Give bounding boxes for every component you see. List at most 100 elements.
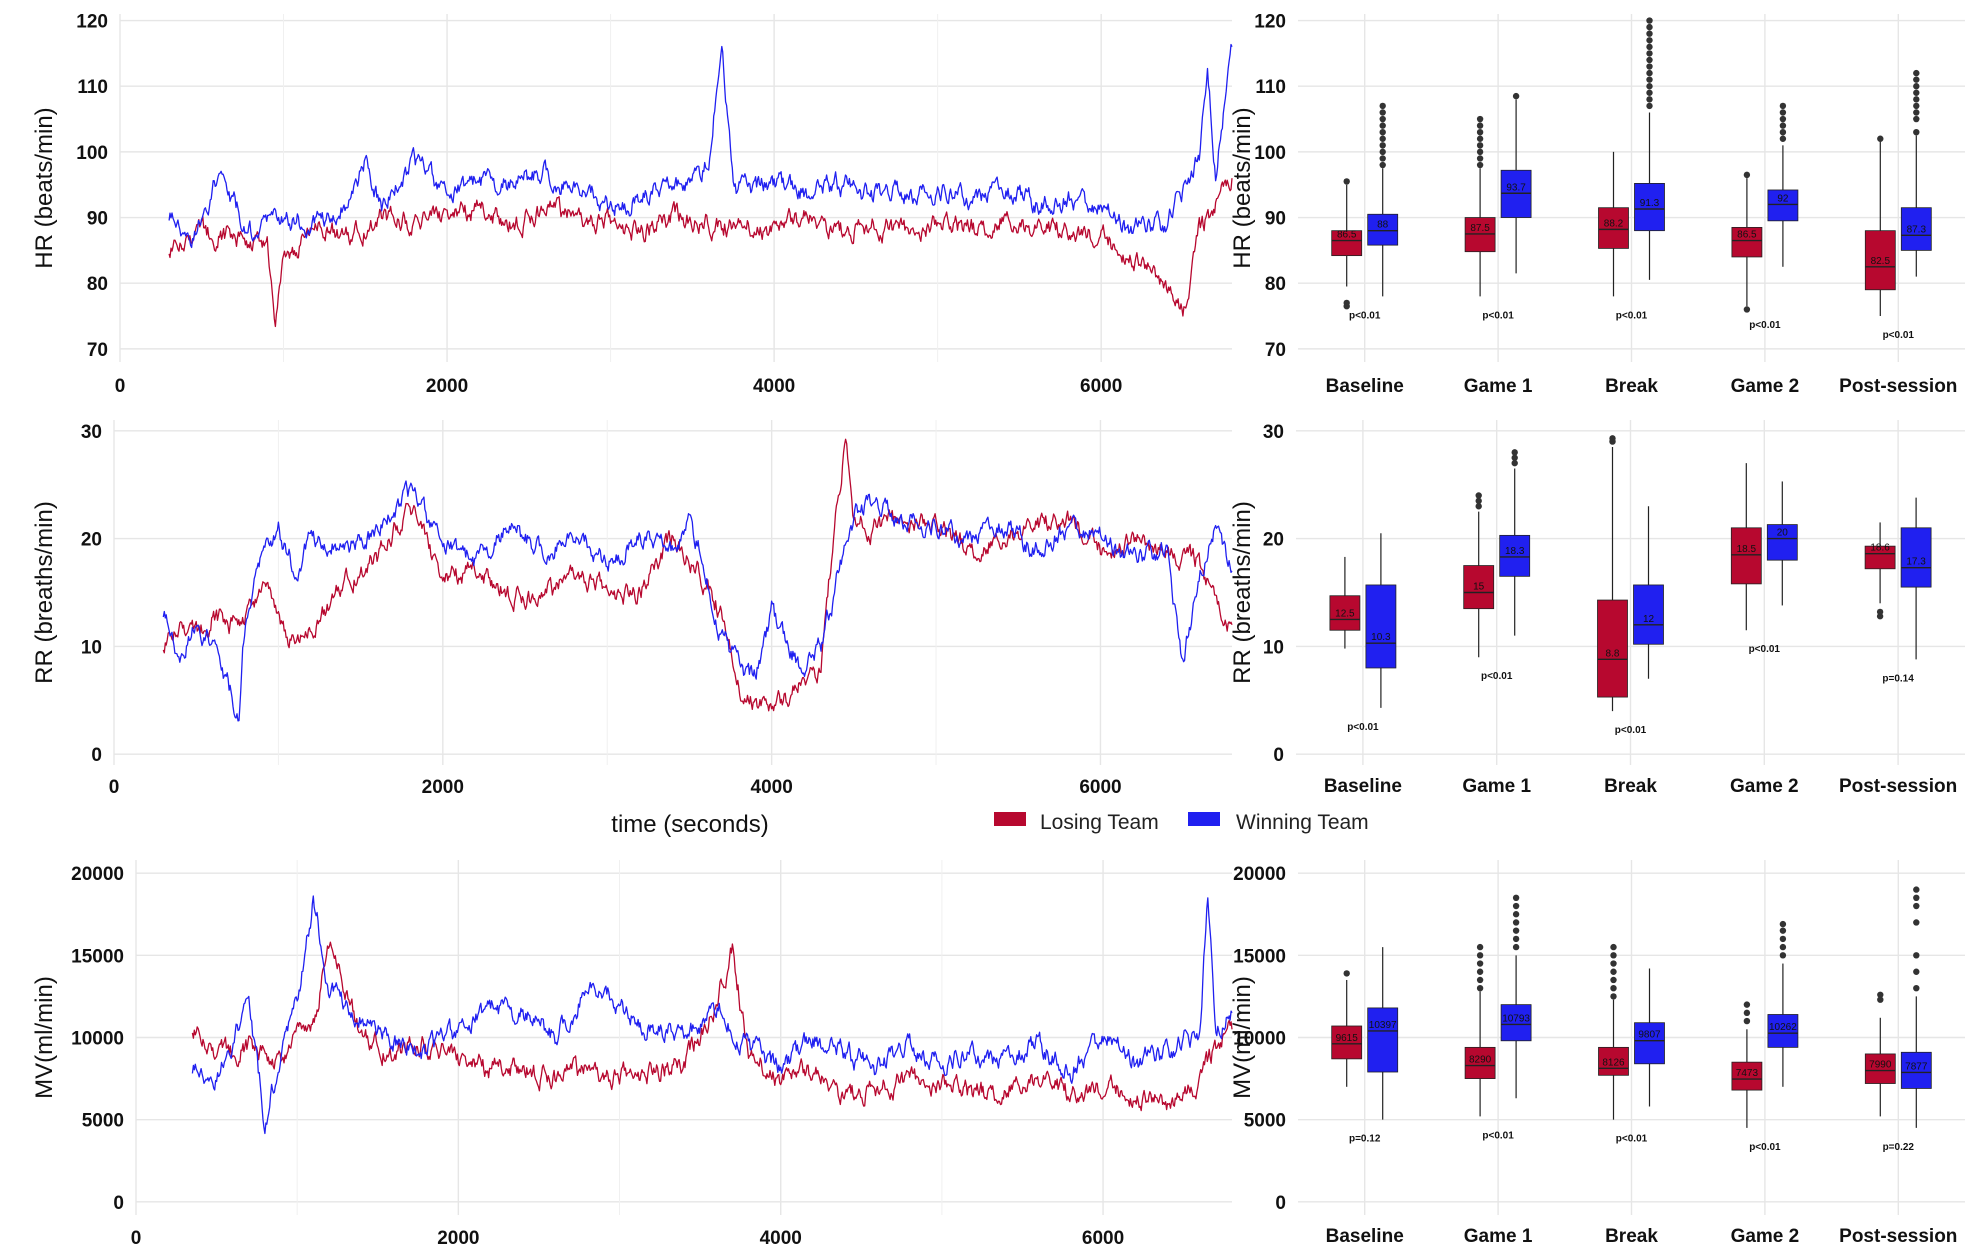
outlier-point	[1779, 122, 1787, 129]
outlier-point	[1476, 968, 1484, 975]
y-axis-label: HR (beats/min)	[31, 107, 58, 268]
outlier-point	[1876, 608, 1884, 616]
y-tick-label: 10000	[71, 1029, 124, 1050]
box-winning	[1767, 1014, 1799, 1048]
box-losing	[1864, 1053, 1896, 1084]
outlier-point	[1779, 935, 1787, 943]
outlier-point	[1913, 886, 1920, 893]
box-winning	[1499, 534, 1531, 577]
outlier-point	[1743, 1017, 1751, 1025]
outlier-point	[1646, 96, 1653, 103]
median-label: 82.5	[1871, 256, 1891, 267]
outlier-point	[1610, 976, 1617, 984]
y-tick-label: 70	[87, 340, 108, 361]
y-tick-label: 0	[1273, 745, 1284, 766]
series-line-winning	[191, 895, 1233, 1135]
median-label: 88	[1377, 220, 1389, 231]
y-tick-label: 100	[76, 143, 108, 164]
outlier-point	[1476, 984, 1484, 992]
outlier-point	[1379, 109, 1386, 116]
median-label: 20	[1777, 528, 1789, 539]
category-label: Game 1	[1462, 776, 1531, 797]
y-tick-label: 10	[1263, 637, 1284, 658]
outlier-point	[1779, 927, 1787, 934]
outlier-point	[1476, 115, 1484, 123]
outlier-point	[1779, 128, 1787, 136]
median-label: 17.3	[1906, 557, 1926, 568]
outlier-point	[1913, 69, 1920, 77]
outlier-point	[1512, 911, 1520, 918]
category-label: Break	[1605, 376, 1658, 397]
y-tick-label: 120	[76, 12, 108, 33]
median-label: 15	[1473, 582, 1485, 593]
outlier-point	[1476, 122, 1484, 129]
outlier-point	[1475, 503, 1482, 510]
outlier-point	[1379, 135, 1386, 142]
outlier-point	[1379, 148, 1386, 156]
p-value-label: p<0.01	[1349, 310, 1381, 321]
box-winning	[1367, 1007, 1399, 1073]
y-tick-label: 10	[81, 637, 102, 658]
outlier-point	[1779, 102, 1787, 110]
category-label: Post-session	[1839, 776, 1957, 797]
outlier-point	[1379, 161, 1386, 169]
box-winning	[1900, 1051, 1932, 1089]
y-tick-label: 20	[1263, 530, 1284, 551]
outlier-point	[1646, 37, 1653, 44]
box-losing	[1329, 595, 1361, 631]
outlier-point	[1379, 155, 1386, 162]
outlier-point	[1512, 92, 1520, 100]
outlier-point	[1343, 970, 1350, 977]
y-tick-label: 90	[87, 209, 108, 230]
p-value-label: p<0.01	[1749, 644, 1781, 655]
y-axis-label: MV(ml/min)	[1229, 976, 1256, 1099]
outlier-point	[1610, 943, 1617, 951]
box-winning	[1767, 189, 1799, 222]
outlier-point	[1476, 960, 1484, 967]
category-label: Break	[1605, 1226, 1658, 1247]
category-label: Baseline	[1324, 776, 1402, 797]
y-tick-label: 120	[1254, 12, 1286, 33]
outlier-point	[1379, 115, 1386, 123]
legend-label-winning: Winning Team	[1236, 811, 1369, 834]
x-tick-label: 4000	[751, 777, 793, 798]
median-label: 9807	[1638, 1030, 1661, 1041]
outlier-point	[1646, 50, 1653, 57]
outlier-point	[1913, 894, 1920, 902]
p-value-label: p<0.01	[1749, 320, 1781, 331]
x-tick-label: 2000	[422, 777, 464, 798]
p-value-label: p<0.01	[1616, 310, 1648, 321]
outlier-point	[1646, 56, 1653, 64]
y-axis-label: MV(ml/min)	[31, 976, 58, 1099]
median-label: 8290	[1469, 1055, 1492, 1066]
outlier-point	[1877, 135, 1884, 142]
category-label: Game 1	[1464, 1226, 1533, 1247]
box-winning	[1367, 213, 1399, 246]
outlier-point	[1475, 497, 1482, 505]
y-tick-label: 0	[91, 745, 102, 766]
mv-boxplot-panel: 0 5000 10000 15000 20000 MV(ml/min) Baseline 96…	[1229, 860, 1965, 1247]
outlier-point	[1913, 102, 1920, 110]
median-label: 8126	[1602, 1057, 1625, 1068]
outlier-point	[1913, 902, 1920, 910]
median-label: 7990	[1869, 1060, 1892, 1071]
outlier-point	[1379, 128, 1386, 136]
outlier-point	[1913, 76, 1920, 83]
legend: Losing Team Winning Team	[994, 811, 1369, 834]
median-label: 86.5	[1737, 230, 1757, 241]
box-losing	[1463, 565, 1495, 610]
outlier-point	[1779, 135, 1787, 142]
y-tick-label: 80	[1265, 274, 1286, 295]
outlier-point	[1610, 960, 1617, 967]
outlier-point	[1913, 96, 1920, 103]
outlier-point	[1511, 454, 1518, 461]
outlier-point	[1512, 943, 1520, 951]
outlier-point	[1511, 449, 1518, 456]
outlier-point	[1646, 63, 1653, 70]
p-value-label: p<0.01	[1481, 671, 1513, 682]
outlier-point	[1646, 76, 1653, 83]
hr-boxplot-panel: 70 80 90 100 110 120 HR (beats/min) Baseline 86.…	[1229, 12, 1965, 397]
box-winning	[1900, 207, 1932, 251]
p-value-label: p<0.01	[1883, 330, 1915, 341]
outlier-point	[1646, 102, 1653, 110]
